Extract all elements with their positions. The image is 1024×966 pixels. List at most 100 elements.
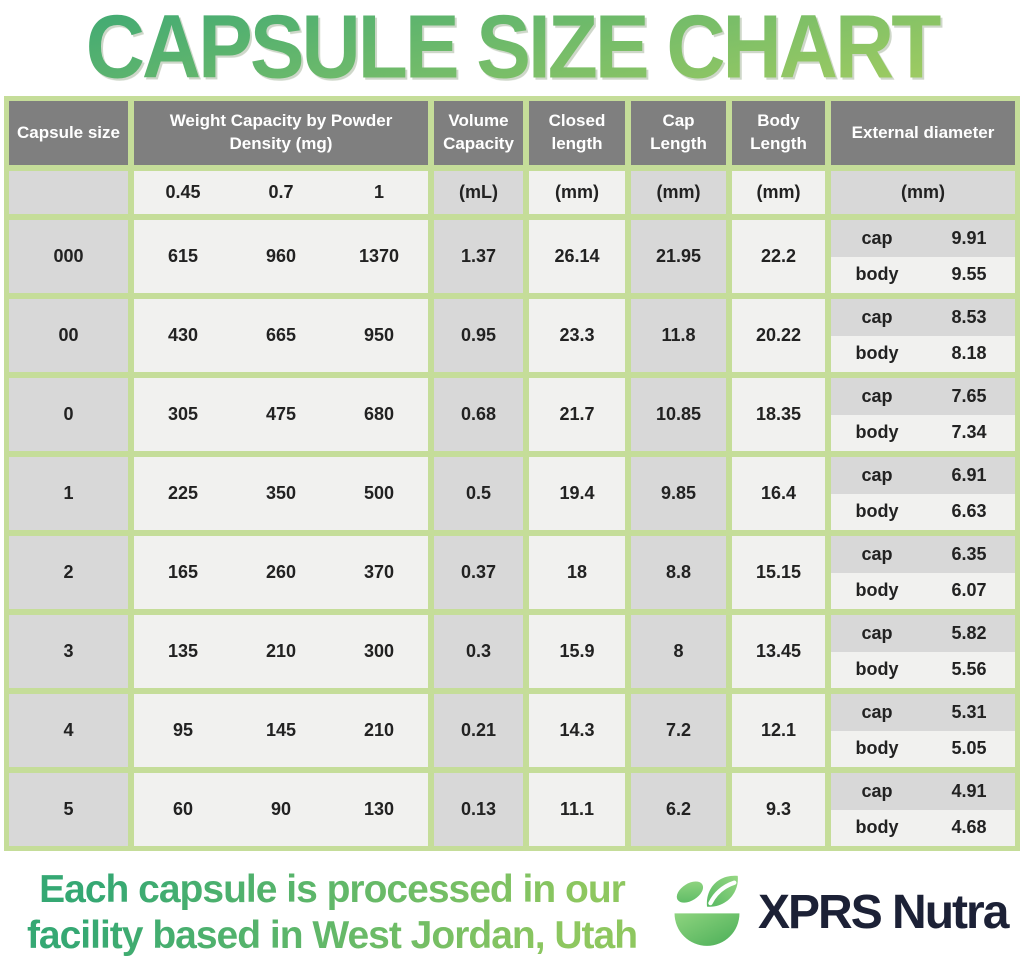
header-weight-capacity: Weight Capacity by Powder Density (mg) xyxy=(134,101,428,165)
external-cap-label: cap xyxy=(861,306,893,327)
brand-logo: XPRS Nutra xyxy=(664,869,1009,956)
external-body-row: body 5.05 xyxy=(831,730,1015,767)
external-cap-label: cap xyxy=(861,543,893,564)
capsule-size-value: 00 xyxy=(9,299,128,372)
body-length-value: 12.1 xyxy=(732,694,825,767)
external-cap-row: cap 6.35 xyxy=(831,536,1015,573)
body-length-value: 13.45 xyxy=(732,615,825,688)
capsule-size-value: 0 xyxy=(9,378,128,451)
density-1-label: 1 xyxy=(373,182,384,202)
volume-capacity-value: 0.5 xyxy=(434,457,523,530)
external-cap-value: 7.65 xyxy=(951,385,987,406)
weight-07-value: 475 xyxy=(265,404,297,424)
cap-length-value: 11.8 xyxy=(631,299,726,372)
weight-1-value: 950 xyxy=(363,325,395,345)
weight-capacity-values: 430 665 950 xyxy=(134,299,428,372)
page-title: CAPSULE SIZE CHART xyxy=(0,0,1024,101)
capsule-size-value: 2 xyxy=(9,536,128,609)
units-external-label: (mm) xyxy=(831,171,1015,214)
capsule-size-value: 3 xyxy=(9,615,128,688)
external-cap-label: cap xyxy=(861,780,893,801)
density-045-label: 0.45 xyxy=(165,182,201,202)
cap-length-value: 6.2 xyxy=(631,773,726,846)
external-body-label: body xyxy=(855,580,899,601)
weight-045-value: 225 xyxy=(167,483,199,503)
external-diameter-cell: cap 6.35 body 6.07 xyxy=(831,536,1015,609)
external-body-label: body xyxy=(855,264,899,285)
weight-045-value: 135 xyxy=(167,641,199,661)
closed-length-value: 19.4 xyxy=(529,457,625,530)
weight-045-value: 430 xyxy=(167,325,199,345)
external-cap-label: cap xyxy=(861,227,893,248)
units-body-label: (mm) xyxy=(732,171,825,214)
external-cap-row: cap 9.91 xyxy=(831,220,1015,257)
weight-07-value: 960 xyxy=(265,246,297,266)
external-diameter-cell: cap 8.53 body 8.18 xyxy=(831,299,1015,372)
external-body-label: body xyxy=(855,817,899,838)
weight-1-value: 1370 xyxy=(358,246,400,266)
weight-07-value: 260 xyxy=(265,562,297,582)
external-body-value: 5.05 xyxy=(951,738,987,759)
external-body-value: 5.56 xyxy=(951,659,987,680)
weight-capacity-values: 305 475 680 xyxy=(134,378,428,451)
cap-length-value: 10.85 xyxy=(631,378,726,451)
external-cap-row: cap 5.82 xyxy=(831,615,1015,652)
cap-length-value: 9.85 xyxy=(631,457,726,530)
external-cap-row: cap 6.91 xyxy=(831,457,1015,494)
header-external-diameter: External diameter xyxy=(831,101,1015,165)
weight-045-value: 305 xyxy=(167,404,199,424)
external-body-value: 6.07 xyxy=(951,580,987,601)
body-length-value: 18.35 xyxy=(732,378,825,451)
weight-capacity-values: 165 260 370 xyxy=(134,536,428,609)
units-capsule-size-cell xyxy=(9,171,128,214)
external-body-label: body xyxy=(855,738,899,759)
external-diameter-cell: cap 7.65 body 7.34 xyxy=(831,378,1015,451)
external-body-row: body 4.68 xyxy=(831,809,1015,846)
external-diameter-cell: cap 5.82 body 5.56 xyxy=(831,615,1015,688)
weight-capacity-values: 135 210 300 xyxy=(134,615,428,688)
cap-length-value: 21.95 xyxy=(631,220,726,293)
external-body-label: body xyxy=(855,343,899,364)
weight-07-value: 145 xyxy=(265,720,297,740)
weight-capacity-values: 225 350 500 xyxy=(134,457,428,530)
volume-capacity-value: 0.95 xyxy=(434,299,523,372)
external-cap-label: cap xyxy=(861,701,893,722)
cap-length-value: 7.2 xyxy=(631,694,726,767)
external-cap-row: cap 8.53 xyxy=(831,299,1015,336)
closed-length-value: 26.14 xyxy=(529,220,625,293)
external-cap-value: 8.53 xyxy=(951,306,987,327)
external-diameter-cell: cap 5.31 body 5.05 xyxy=(831,694,1015,767)
weight-07-value: 210 xyxy=(265,641,297,661)
external-body-row: body 5.56 xyxy=(831,651,1015,688)
body-length-value: 9.3 xyxy=(732,773,825,846)
tagline-line-2: facility based in West Jordan, Utah xyxy=(26,913,638,957)
cap-length-value: 8.8 xyxy=(631,536,726,609)
external-body-value: 9.55 xyxy=(951,264,987,285)
header-cap-length: Cap Length xyxy=(631,101,726,165)
weight-045-value: 95 xyxy=(172,720,194,740)
body-length-value: 15.15 xyxy=(732,536,825,609)
volume-capacity-value: 1.37 xyxy=(434,220,523,293)
footer: Each capsule is processed in our facilit… xyxy=(0,851,1024,958)
weight-capacity-values: 615 960 1370 xyxy=(134,220,428,293)
external-cap-label: cap xyxy=(861,464,893,485)
volume-capacity-value: 0.21 xyxy=(434,694,523,767)
external-cap-row: cap 4.91 xyxy=(831,773,1015,810)
weight-capacity-values: 60 90 130 xyxy=(134,773,428,846)
external-cap-row: cap 5.31 xyxy=(831,694,1015,731)
external-diameter-cell: cap 9.91 body 9.55 xyxy=(831,220,1015,293)
volume-capacity-value: 0.37 xyxy=(434,536,523,609)
header-body-length: Body Length xyxy=(732,101,825,165)
weight-045-value: 60 xyxy=(172,799,194,819)
units-volume-label: (mL) xyxy=(434,171,523,214)
external-body-value: 8.18 xyxy=(951,343,987,364)
body-length-value: 22.2 xyxy=(732,220,825,293)
external-body-row: body 6.63 xyxy=(831,493,1015,530)
closed-length-value: 21.7 xyxy=(529,378,625,451)
weight-045-value: 615 xyxy=(167,246,199,266)
header-closed-length: Closed length xyxy=(529,101,625,165)
external-body-row: body 6.07 xyxy=(831,572,1015,609)
units-cap-label: (mm) xyxy=(631,171,726,214)
cap-length-value: 8 xyxy=(631,615,726,688)
volume-capacity-value: 0.13 xyxy=(434,773,523,846)
